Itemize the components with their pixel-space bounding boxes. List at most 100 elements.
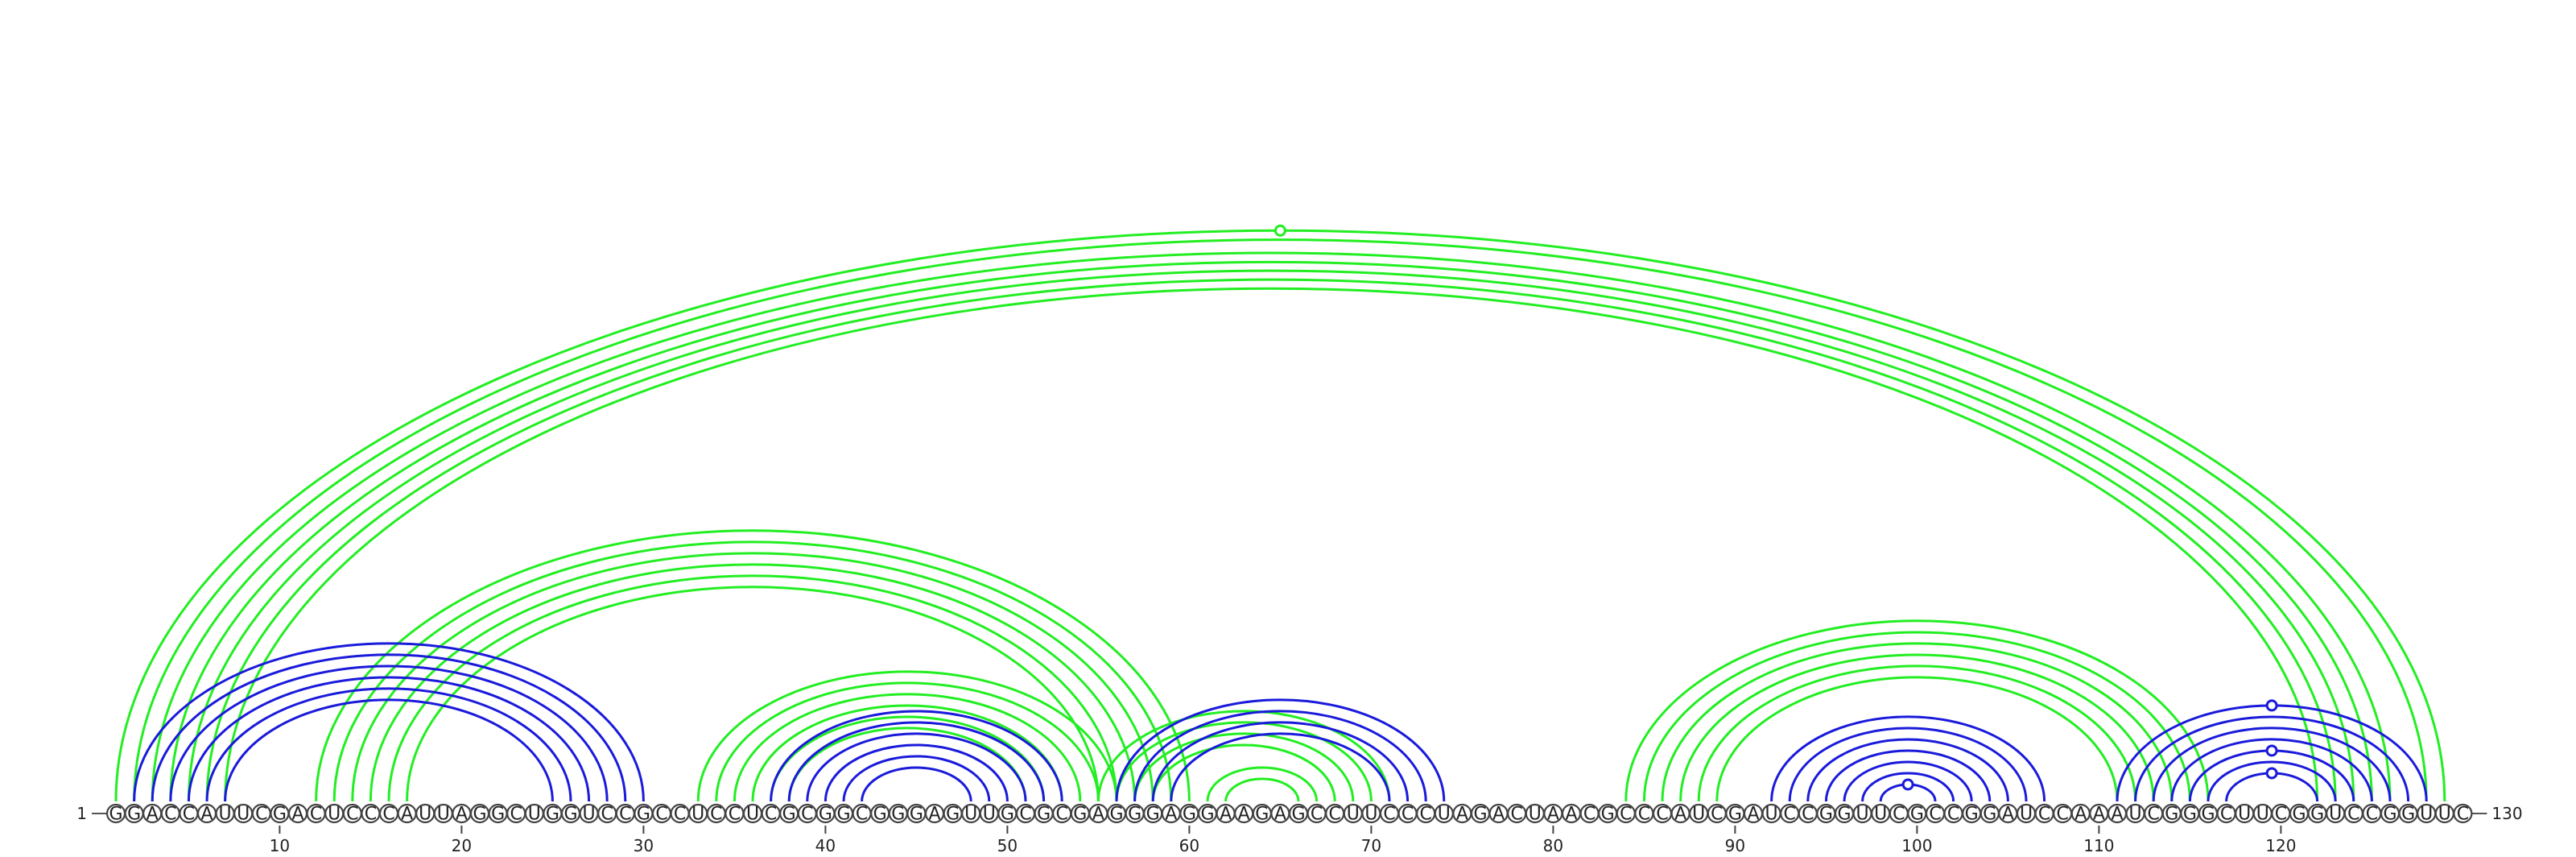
nucleotide: U xyxy=(233,803,254,825)
green-arc xyxy=(151,251,2392,802)
nucleotide-letter: G xyxy=(2310,805,2324,825)
nucleotide: C xyxy=(2362,803,2382,825)
nucleotide: U xyxy=(979,803,999,825)
nucleotide: C xyxy=(852,803,872,825)
nucleotide-letter: C xyxy=(1383,805,1395,825)
nucleotide: C xyxy=(724,803,745,825)
nucleotide: C xyxy=(761,803,781,825)
nucleotide-letter: C xyxy=(1802,805,1814,825)
nucleotide-letter: C xyxy=(1329,805,1341,825)
nucleotide: G xyxy=(997,803,1018,825)
nucleotide-letter: C xyxy=(729,805,741,825)
nucleotide: U xyxy=(2417,803,2437,825)
nucleotide-letter: C xyxy=(601,805,613,825)
tick-label: 40 xyxy=(815,836,836,855)
nucleotide-letter: G xyxy=(127,805,141,825)
nucleotide: A xyxy=(1561,803,1582,825)
nucleotide-letter: G xyxy=(273,805,287,825)
tick-label: 110 xyxy=(2083,836,2114,855)
blue-arc xyxy=(2134,715,2410,802)
nucleotide-letter: U xyxy=(2238,805,2251,825)
nucleotide-letter: C xyxy=(856,805,868,825)
green-arc xyxy=(1642,631,2191,802)
nucleotide-letter: A xyxy=(456,805,468,825)
nucleotide: C xyxy=(361,803,381,825)
nucleotide-letter: A xyxy=(401,805,413,825)
nucleotide: U xyxy=(1852,803,1872,825)
nucleotide: U xyxy=(742,803,763,825)
nucleotide: C xyxy=(378,803,399,825)
nucleotide: G xyxy=(1962,803,1982,825)
nucleotide-letter: C xyxy=(346,805,358,825)
nucleotide-letter: A xyxy=(1456,805,1468,825)
nucleotide: U xyxy=(324,803,345,825)
nucleotide: G xyxy=(1834,803,1855,825)
nucleotide: U xyxy=(1525,803,1545,825)
nucleotide: C xyxy=(1780,803,1800,825)
arc-marker xyxy=(2265,699,2278,712)
nucleotide: G xyxy=(124,803,144,825)
nucleotide: C xyxy=(1507,803,1527,825)
nucleotide-letter: G xyxy=(1109,805,1123,825)
blue-arc xyxy=(2152,727,2392,802)
nucleotide: C xyxy=(1925,803,1946,825)
nucleotide: A xyxy=(1088,803,1108,825)
nucleotide: A xyxy=(397,803,417,825)
nucleotide-letter: U xyxy=(528,805,541,825)
blue-arc xyxy=(842,755,991,802)
green-arc xyxy=(169,260,2373,802)
nucleotide-letter: U xyxy=(983,805,996,825)
nucleotide: A xyxy=(1670,803,1690,825)
blue-arc-group xyxy=(133,642,2428,802)
nucleotide-letter: C xyxy=(1056,805,1068,825)
nucleotide: C xyxy=(342,803,362,825)
nucleotide-letter: C xyxy=(1511,805,1523,825)
nucleotide: U xyxy=(2326,803,2346,825)
nucleotide-letter: C xyxy=(2457,805,2469,825)
blue-arc xyxy=(1824,749,1992,802)
nucleotide-letter: A xyxy=(2074,805,2087,825)
nucleotide: C xyxy=(1634,803,1654,825)
nucleotide: U xyxy=(961,803,981,825)
nucleotide-letter: G xyxy=(1200,805,1214,825)
green-arc xyxy=(715,681,1100,802)
end-label: 130 xyxy=(2491,804,2522,823)
nucleotide: C xyxy=(1707,803,1727,825)
tick-label: 80 xyxy=(1543,836,1563,855)
blue-arc xyxy=(824,743,1009,802)
green-arc xyxy=(1096,710,1391,802)
nucleotide-letter: U xyxy=(1347,805,1360,825)
nucleotide: A xyxy=(1270,803,1290,825)
nucleotide: U xyxy=(1361,803,1381,825)
green-arc xyxy=(1715,676,2119,802)
nucleotide: U xyxy=(433,803,453,825)
nucleotide-letter: U xyxy=(1874,805,1887,825)
nucleotide: U xyxy=(2252,803,2273,825)
nucleotide-letter: U xyxy=(237,805,250,825)
tick-label: 10 xyxy=(270,836,290,855)
nucleotide-letter: G xyxy=(1819,805,1833,825)
nucleotide: A xyxy=(287,803,308,825)
blue-arc xyxy=(1843,760,1973,802)
nucleotide: G xyxy=(2380,803,2401,825)
nucleotide-letter: C xyxy=(1620,805,1632,825)
nucleotide-letter: U xyxy=(2329,805,2342,825)
green-arc xyxy=(1151,743,1336,802)
nucleotide-letter: A xyxy=(928,805,940,825)
nucleotide-letter: U xyxy=(1529,805,1542,825)
nucleotide-letter: U xyxy=(2256,805,2269,825)
blue-arc xyxy=(151,653,627,802)
blue-arc xyxy=(169,664,609,802)
green-arc xyxy=(369,563,1137,802)
nucleotide: G xyxy=(560,803,581,825)
nucleotide: U xyxy=(579,803,599,825)
nucleotide-letter: C xyxy=(1711,805,1723,825)
nucleotide-letter: U xyxy=(583,805,596,825)
nucleotide: C xyxy=(2453,803,2473,825)
blue-arc xyxy=(1806,738,2009,802)
nucleotide: U xyxy=(215,803,235,825)
nucleotide-letter: A xyxy=(2093,805,2105,825)
green-arc xyxy=(1624,619,2210,802)
nucleotide: C xyxy=(1379,803,1400,825)
nucleotide: C xyxy=(1579,803,1600,825)
